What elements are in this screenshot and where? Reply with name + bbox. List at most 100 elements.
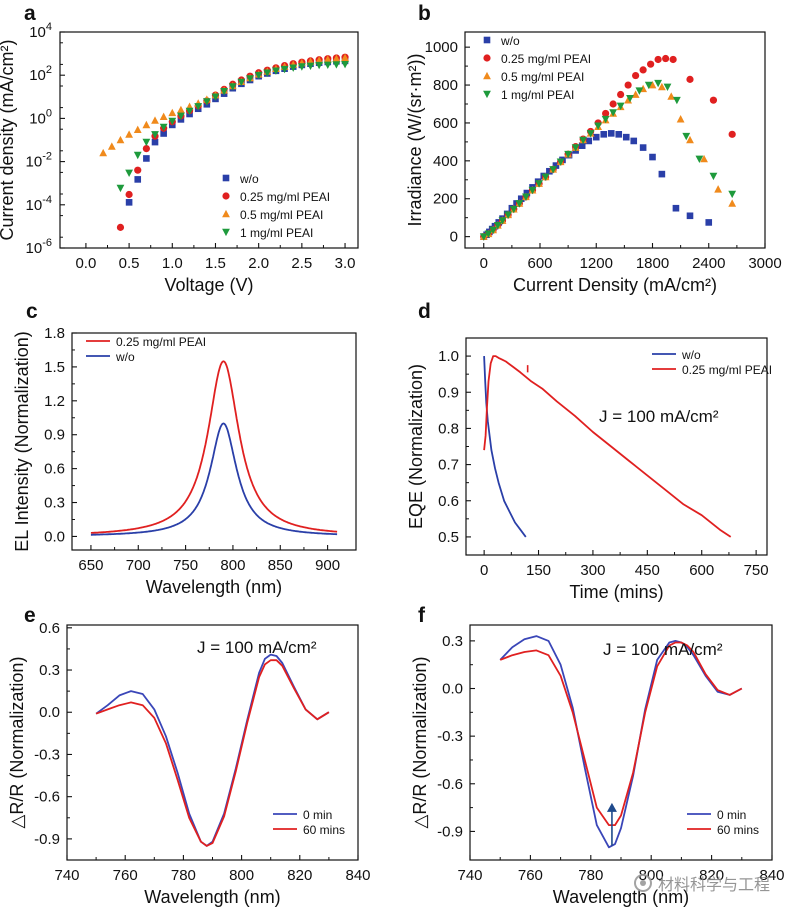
- x-tick-label: 700: [126, 557, 151, 574]
- data-point: [728, 199, 737, 207]
- series-line: [90, 422, 338, 536]
- watermark: 材料科学与工程: [633, 871, 770, 895]
- y-tick-label: 0.0: [442, 681, 463, 698]
- data-point: [601, 115, 610, 124]
- series-line: [499, 641, 743, 826]
- data-point: [578, 142, 586, 149]
- data-point: [709, 172, 718, 181]
- data-point: [133, 125, 142, 133]
- x-axis-title: Current Density (mA/cm²): [513, 275, 717, 295]
- y-tick-label: 0.3: [442, 633, 463, 650]
- data-point: [202, 98, 211, 106]
- x-tick-label: 600: [689, 562, 714, 579]
- y-tick-label: -0.9: [34, 831, 60, 848]
- data-point: [535, 180, 543, 188]
- data-point: [639, 144, 647, 151]
- x-tick-label: 750: [173, 557, 198, 574]
- data-point: [133, 151, 142, 160]
- y-tick-label: 0.0: [44, 528, 65, 545]
- data-point: [194, 103, 203, 111]
- x-tick-label: 2400: [692, 255, 725, 272]
- x-tick-label: 760: [518, 867, 543, 884]
- data-point: [523, 189, 531, 197]
- x-tick-label: 3.0: [335, 255, 356, 272]
- x-tick-label: 780: [578, 867, 603, 884]
- data-point: [263, 69, 272, 77]
- panel-c-plot-area: [90, 360, 338, 536]
- data-point: [564, 150, 573, 159]
- data-point: [592, 133, 600, 141]
- data-point: [484, 230, 493, 238]
- data-point: [695, 155, 704, 164]
- y-axis-title: EL Intensity (Normalization): [12, 331, 32, 551]
- y-tick-label: 0.7: [438, 457, 459, 474]
- y-tick-label: 0.8: [438, 420, 459, 437]
- panel-a: a 0.0 0.5 1.0 1.5 2.0 2.5 3.0 10-6 10-4 10-2 100 102…: [0, 2, 359, 295]
- data-point: [116, 223, 125, 231]
- legend-marker: [222, 209, 230, 218]
- data-point: [228, 83, 237, 91]
- y-tick-label: 0.3: [39, 662, 60, 679]
- data-point: [168, 108, 177, 117]
- panel-e-letter: e: [24, 604, 36, 627]
- x-tick-label: 900: [315, 557, 340, 574]
- data-point: [151, 138, 159, 146]
- y-tick-label: 0.9: [44, 427, 65, 444]
- legend-label: w/o: [115, 350, 135, 364]
- data-point: [648, 80, 657, 89]
- y-axis-title: Irradiance (W/(sr·m²)): [405, 54, 425, 227]
- panel-b-plot-area: [479, 54, 737, 241]
- data-point: [541, 173, 550, 182]
- data-point: [517, 195, 525, 203]
- x-tick-label: 450: [635, 562, 660, 579]
- data-point: [116, 184, 125, 193]
- panel-a-legend: w/o 0.25 mg/ml PEAI 0.5 mg/ml PEAI 1 mg/ml …: [222, 172, 330, 240]
- x-tick-label: 780: [171, 867, 196, 884]
- data-point: [142, 120, 151, 129]
- x-axis-title: Time (mins): [569, 582, 663, 602]
- y-tick-label: -0.6: [34, 789, 60, 806]
- legend-marker: [483, 36, 491, 44]
- recovery-arrow-head: [606, 802, 617, 812]
- data-point: [657, 82, 666, 91]
- y-tick-label: 800: [433, 77, 458, 94]
- x-tick-label: 740: [457, 867, 482, 884]
- y-tick-label: 10-6: [26, 237, 52, 257]
- data-point: [556, 158, 565, 166]
- data-point: [504, 211, 513, 219]
- y-tick-label: 100: [29, 107, 52, 127]
- data-point: [151, 131, 159, 139]
- x-tick-label: 600: [527, 255, 552, 272]
- y-axis-title: △R/R (Normalization): [7, 657, 27, 829]
- legend-marker: [222, 228, 230, 237]
- legend-label: 60 mins: [717, 823, 759, 837]
- panel-a-plot-area: [99, 53, 349, 231]
- data-point: [177, 105, 185, 114]
- panel-b-letter: b: [418, 2, 431, 25]
- y-tick-label: 10-2: [26, 151, 52, 171]
- data-point: [142, 138, 151, 147]
- data-point: [151, 116, 159, 124]
- data-point: [143, 155, 150, 162]
- series-line: [95, 653, 330, 847]
- data-point: [297, 63, 306, 71]
- x-tick-label: 1.0: [162, 255, 183, 272]
- data-point: [658, 170, 666, 178]
- data-point: [246, 75, 254, 83]
- data-point: [585, 137, 593, 145]
- annotation-current-density: J = 100 mA/cm²: [599, 407, 719, 426]
- x-axis-title: Wavelength (nm): [553, 887, 689, 907]
- data-point: [515, 200, 524, 208]
- x-tick-label: 800: [229, 867, 254, 884]
- panel-c: c 650 700 750 800 850 900 0.0 0.3 0.6 0.9 1.2 1.5 1.8…: [12, 300, 357, 597]
- y-tick-label: -0.3: [34, 746, 60, 763]
- data-point: [607, 130, 615, 137]
- legend-label: 60 mins: [303, 823, 345, 837]
- legend-marker: [483, 90, 491, 99]
- data-point: [323, 61, 332, 69]
- panel-b-legend: w/o 0.25 mg/ml PEAI 0.5 mg/ml PEAI 1 mg/ml …: [483, 34, 591, 102]
- data-point: [142, 144, 150, 153]
- legend-label: 0 min: [303, 808, 332, 822]
